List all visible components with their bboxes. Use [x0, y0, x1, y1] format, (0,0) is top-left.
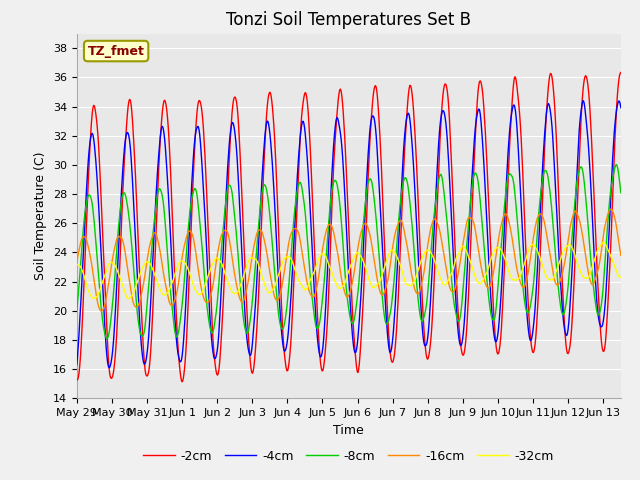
-16cm [326, 221, 334, 227]
Line: -2cm: -2cm [77, 72, 621, 382]
-32cm [617, 275, 625, 280]
-32cm [600, 240, 608, 245]
-32cm [326, 265, 334, 271]
-16cm [75, 248, 83, 253]
-4cm [580, 98, 588, 104]
-2cm [326, 252, 334, 258]
-16cm [306, 289, 314, 295]
Line: -32cm: -32cm [77, 242, 621, 299]
-4cm [617, 105, 625, 110]
-8cm [73, 308, 81, 313]
-8cm [617, 190, 625, 196]
-8cm [306, 266, 314, 272]
-32cm [464, 252, 472, 258]
-2cm [75, 370, 83, 376]
-2cm [179, 379, 186, 384]
-2cm [306, 133, 314, 139]
-8cm [464, 230, 472, 236]
Title: Tonzi Soil Temperatures Set B: Tonzi Soil Temperatures Set B [227, 11, 471, 29]
-32cm [73, 262, 81, 267]
X-axis label: Time: Time [333, 424, 364, 437]
-16cm [617, 252, 625, 258]
Y-axis label: Soil Temperature (C): Soil Temperature (C) [35, 152, 47, 280]
Line: -8cm: -8cm [77, 165, 621, 339]
-2cm [617, 70, 625, 75]
-8cm [75, 283, 83, 288]
-8cm [326, 203, 334, 208]
Text: TZ_fmet: TZ_fmet [88, 45, 145, 58]
-16cm [477, 263, 484, 268]
-16cm [97, 308, 105, 314]
-16cm [150, 231, 157, 237]
-4cm [306, 195, 314, 201]
-32cm [150, 269, 157, 275]
-16cm [464, 216, 472, 222]
-4cm [73, 362, 81, 368]
-2cm [477, 79, 484, 85]
-4cm [75, 331, 83, 337]
-16cm [73, 259, 81, 265]
-8cm [103, 336, 111, 342]
-2cm [149, 304, 157, 310]
Line: -4cm: -4cm [77, 101, 621, 368]
-8cm [150, 224, 157, 229]
-16cm [607, 206, 614, 212]
-2cm [464, 307, 472, 312]
-8cm [612, 162, 620, 168]
-4cm [477, 118, 484, 123]
-4cm [105, 365, 113, 371]
-8cm [477, 206, 484, 212]
-4cm [150, 240, 157, 245]
Legend: -2cm, -4cm, -8cm, -16cm, -32cm: -2cm, -4cm, -8cm, -16cm, -32cm [138, 445, 559, 468]
-32cm [75, 263, 83, 268]
-2cm [73, 377, 81, 383]
-32cm [124, 296, 132, 301]
-4cm [464, 255, 472, 261]
Line: -16cm: -16cm [77, 209, 621, 311]
-32cm [306, 279, 314, 285]
-32cm [477, 280, 484, 286]
-4cm [326, 208, 334, 214]
